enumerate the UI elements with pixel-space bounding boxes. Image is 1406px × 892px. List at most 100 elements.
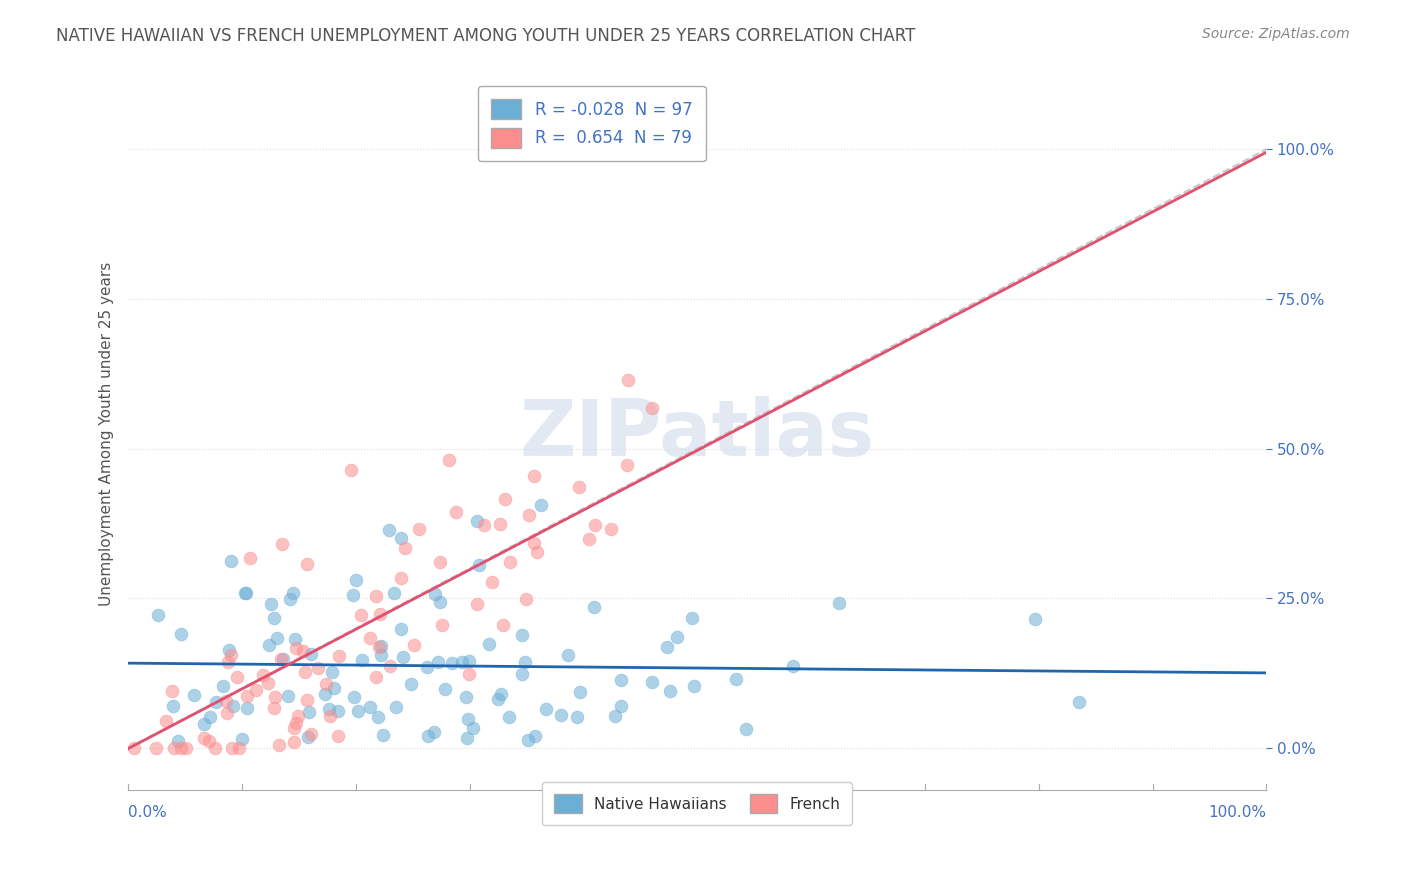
Point <box>426 655 449 669</box>
Point <box>193 716 215 731</box>
Point <box>423 725 446 739</box>
Point <box>402 638 425 652</box>
Point <box>408 522 430 536</box>
Point <box>640 675 662 690</box>
Point <box>170 741 193 756</box>
Point <box>245 682 267 697</box>
Point <box>523 469 546 483</box>
Point <box>163 741 186 756</box>
Point <box>328 729 350 743</box>
Point <box>162 698 184 713</box>
Point <box>616 458 638 473</box>
Point <box>214 694 236 708</box>
Point <box>599 522 621 536</box>
Point <box>569 685 592 699</box>
Point <box>534 702 557 716</box>
Point <box>252 667 274 681</box>
Point <box>377 523 399 537</box>
Point <box>174 741 197 756</box>
Point <box>328 648 350 663</box>
Text: 100.0%: 100.0% <box>1208 805 1267 820</box>
Point <box>231 731 253 746</box>
Point <box>1069 695 1091 709</box>
Point <box>489 516 512 531</box>
Point <box>264 690 287 704</box>
Point <box>222 698 245 713</box>
Point <box>257 676 280 690</box>
Point <box>683 679 706 693</box>
Point <box>433 681 456 696</box>
Point <box>463 721 485 735</box>
Point <box>610 673 633 687</box>
Point <box>457 654 479 668</box>
Point <box>277 690 299 704</box>
Point <box>373 728 395 742</box>
Point <box>301 727 323 741</box>
Point <box>524 729 547 743</box>
Point <box>226 670 249 684</box>
Point <box>170 627 193 641</box>
Point <box>263 611 285 625</box>
Point <box>467 597 489 611</box>
Point <box>444 505 467 519</box>
Point <box>526 544 548 558</box>
Point <box>284 632 307 646</box>
Point <box>219 554 242 568</box>
Point <box>725 672 748 686</box>
Point <box>314 687 336 701</box>
Point <box>364 589 387 603</box>
Point <box>640 401 662 415</box>
Point <box>416 729 439 743</box>
Point <box>498 555 520 569</box>
Point <box>239 551 262 566</box>
Point <box>394 541 416 556</box>
Point <box>450 655 472 669</box>
Point <box>281 585 304 599</box>
Point <box>481 574 503 589</box>
Point <box>235 586 257 600</box>
Point <box>284 641 307 656</box>
Point <box>565 709 588 723</box>
Point <box>359 631 381 645</box>
Point <box>297 731 319 745</box>
Point <box>425 587 447 601</box>
Point <box>145 741 167 756</box>
Point <box>235 586 257 600</box>
Point <box>270 652 292 666</box>
Y-axis label: Unemployment Among Youth under 25 years: Unemployment Among Youth under 25 years <box>100 261 114 606</box>
Point <box>457 712 479 726</box>
Point <box>343 690 366 705</box>
Point <box>146 608 169 623</box>
Point <box>284 716 307 731</box>
Text: NATIVE HAWAIIAN VS FRENCH UNEMPLOYMENT AMONG YOUTH UNDER 25 YEARS CORRELATION CH: NATIVE HAWAIIAN VS FRENCH UNEMPLOYMENT A… <box>56 27 915 45</box>
Point <box>828 597 851 611</box>
Point <box>299 647 322 661</box>
Point <box>467 558 489 572</box>
Point <box>266 632 288 646</box>
Point <box>368 607 391 621</box>
Point <box>323 681 346 695</box>
Point <box>217 655 239 669</box>
Point <box>328 704 350 718</box>
Point <box>228 741 250 756</box>
Text: 0.0%: 0.0% <box>128 805 167 820</box>
Point <box>498 709 520 723</box>
Point <box>510 628 533 642</box>
Point <box>271 652 294 666</box>
Point <box>456 731 478 745</box>
Point <box>1024 612 1046 626</box>
Point <box>367 640 389 654</box>
Point <box>734 722 756 736</box>
Point <box>465 514 488 528</box>
Point <box>283 735 305 749</box>
Point <box>321 665 343 679</box>
Point <box>510 667 533 681</box>
Point <box>367 710 389 724</box>
Point <box>340 463 363 477</box>
Point <box>166 734 188 748</box>
Point <box>666 631 689 645</box>
Point <box>557 648 579 662</box>
Point <box>378 659 401 673</box>
Point <box>287 709 309 723</box>
Point <box>429 555 451 569</box>
